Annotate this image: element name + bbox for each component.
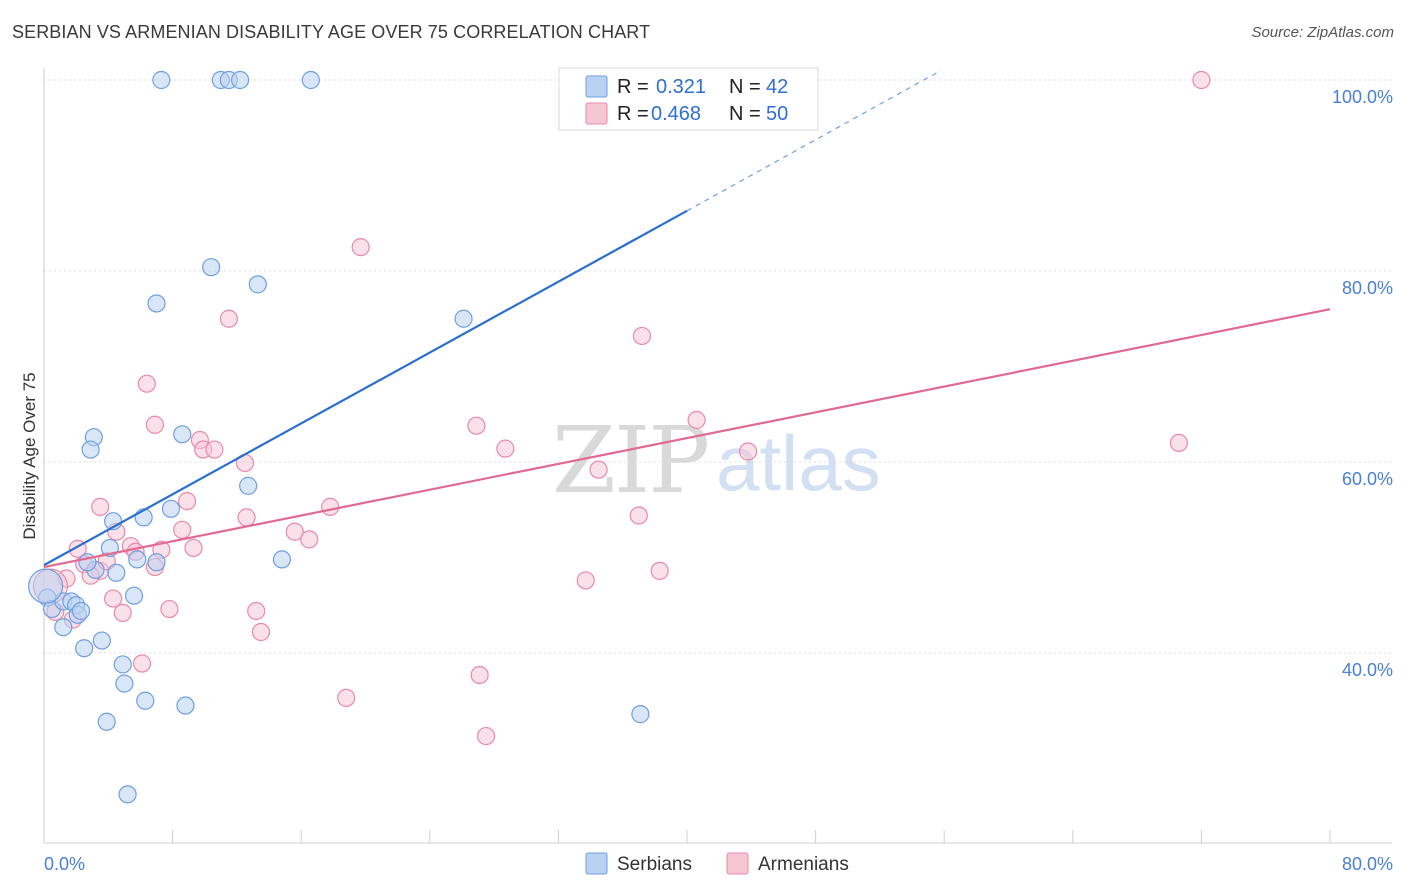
armenians-trend-line <box>43 308 1331 569</box>
armenian-point-4 <box>137 374 156 393</box>
serbians-trend-extension <box>686 69 942 212</box>
serbians-r-value: 0.321 <box>656 76 706 98</box>
armenian-point-13 <box>1169 433 1188 452</box>
armenian-point-44 <box>132 654 152 673</box>
serbian-point-21 <box>107 563 126 582</box>
armenian-point-18 <box>321 497 340 516</box>
legend-armenians-swatch <box>726 852 749 875</box>
armenians-n-label: N = <box>729 103 761 125</box>
legend-armenians-label: Armenians <box>758 854 849 875</box>
serbian-point-0 <box>152 70 171 90</box>
serbian-point-40 <box>118 785 137 804</box>
serbian-point-34 <box>113 655 132 674</box>
armenian-point-45 <box>470 665 489 685</box>
armenians-r-label: R = <box>617 103 649 125</box>
armenian-point-11 <box>496 439 515 458</box>
armenian-point-41 <box>247 601 266 621</box>
armenian-point-40 <box>160 599 179 619</box>
armenian-point-49 <box>184 538 203 558</box>
serbian-point-12 <box>239 476 258 495</box>
serbian-point-5 <box>202 258 221 277</box>
armenian-point-0 <box>1192 70 1211 90</box>
armenians-swatch <box>585 102 608 125</box>
serbian-point-41 <box>28 568 64 604</box>
x-tick-label-0: 0.0% <box>44 854 85 874</box>
serbian-point-39 <box>631 705 650 724</box>
trend-lines <box>43 69 1331 569</box>
armenian-point-47 <box>476 726 496 746</box>
armenian-point-16 <box>91 497 110 516</box>
armenian-point-24 <box>300 530 319 549</box>
serbian-point-33 <box>75 639 94 658</box>
serbian-point-22 <box>272 550 292 569</box>
serbians-r-label: R = <box>617 76 649 98</box>
serbian-point-11 <box>173 425 192 444</box>
armenian-point-7 <box>687 410 706 430</box>
x-tick-labels: 0.0% 80.0% <box>44 854 1393 874</box>
serbian-point-29 <box>71 601 91 621</box>
serbian-point-35 <box>115 674 134 693</box>
stats-legend: R = 0.321 N = 42 R = 0.468 N = 50 <box>558 67 819 131</box>
serbian-point-31 <box>54 618 73 637</box>
armenian-point-15 <box>589 460 608 479</box>
armenian-point-19 <box>237 508 256 527</box>
armenian-point-12 <box>738 442 758 461</box>
armenian-point-37 <box>104 589 123 608</box>
armenians-n-value: 50 <box>766 103 788 125</box>
armenians-r-value: 0.468 <box>651 103 701 125</box>
armenian-point-2 <box>219 309 238 328</box>
serbians-trend-line <box>43 209 688 567</box>
y-tick-label-0: 40.0% <box>1342 660 1393 680</box>
armenian-point-17 <box>177 492 197 511</box>
serbian-point-10 <box>81 440 100 459</box>
armenian-point-6 <box>467 416 486 435</box>
serbian-point-38 <box>97 712 116 731</box>
legend-serbians-label: Serbians <box>617 854 692 875</box>
y-tick-labels: 40.0% 60.0% 80.0% 100.0% <box>1332 87 1393 680</box>
serbian-point-7 <box>147 294 166 313</box>
serbian-point-4 <box>301 70 320 90</box>
source-label: Source: ZipAtlas.com <box>1251 24 1394 41</box>
serbians-swatch <box>585 75 608 98</box>
armenian-point-46 <box>337 688 356 707</box>
serbian-point-8 <box>454 309 473 328</box>
serbian-point-36 <box>136 691 155 710</box>
y-tick-label-1: 60.0% <box>1342 469 1393 489</box>
serbian-point-6 <box>248 275 267 294</box>
armenian-point-35 <box>650 561 669 580</box>
chart-title: SERBIAN VS ARMENIAN DISABILITY AGE OVER … <box>12 22 651 42</box>
x-tick-label-1: 80.0% <box>1342 854 1393 874</box>
armenian-point-5 <box>145 415 165 434</box>
y-tick-label-2: 80.0% <box>1342 278 1393 298</box>
legend-serbians-swatch <box>585 852 608 875</box>
x-ticks <box>172 830 1331 843</box>
armenians-points <box>32 70 1211 746</box>
serbian-point-3 <box>231 70 250 90</box>
serbian-point-15 <box>161 499 181 518</box>
serbians-n-label: N = <box>729 76 761 98</box>
armenian-point-10 <box>205 440 224 459</box>
armenian-point-1 <box>351 238 370 257</box>
armenian-point-20 <box>629 506 648 525</box>
armenian-point-23 <box>285 522 304 541</box>
serbian-point-17 <box>128 550 147 569</box>
serbians-points <box>28 70 650 804</box>
watermark-atlas: atlas <box>716 419 881 507</box>
axes <box>43 68 1392 844</box>
armenian-point-43 <box>251 622 271 642</box>
series-legend: Serbians Armenians <box>585 852 849 875</box>
y-axis-label: Disability Age Over 75 <box>20 372 39 539</box>
armenian-point-34 <box>576 571 595 590</box>
armenian-point-3 <box>632 326 652 346</box>
gridlines <box>44 79 1392 654</box>
serbian-point-19 <box>147 553 166 572</box>
serbian-point-32 <box>92 631 111 650</box>
armenian-point-39 <box>113 603 132 622</box>
serbian-point-30 <box>124 586 144 605</box>
serbian-point-37 <box>176 696 195 715</box>
y-tick-label-3: 100.0% <box>1332 87 1393 107</box>
serbians-n-value: 42 <box>766 76 788 98</box>
armenian-point-22 <box>173 520 192 539</box>
